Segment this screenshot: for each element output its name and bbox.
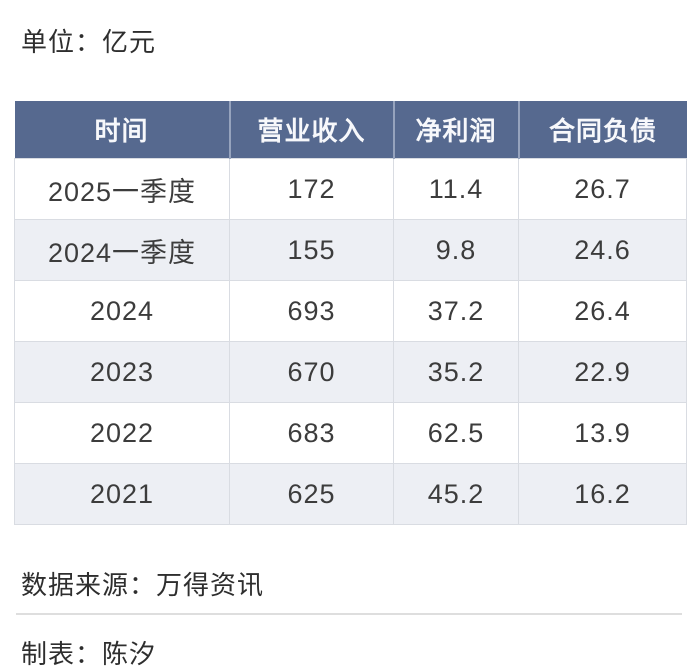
cell-contract-liabilities: 26.4 [518, 280, 687, 342]
cell-contract-liabilities: 13.9 [518, 402, 687, 464]
cell-revenue: 693 [229, 280, 394, 342]
cell-contract-liabilities: 16.2 [518, 463, 687, 525]
cell-net-profit: 9.8 [393, 219, 519, 281]
col-header-net-profit: 净利润 [393, 101, 520, 159]
financial-table: 时间 营业收入 净利润 合同负债 2025一季度 172 11.4 26.7 2… [14, 101, 687, 525]
cell-time: 2021 [14, 463, 230, 525]
cell-revenue: 670 [229, 341, 394, 403]
cell-revenue: 155 [229, 219, 394, 281]
unit-label: 单位：亿元 [21, 27, 157, 57]
table-row: 2022 683 62.5 13.9 [14, 402, 687, 464]
divider-line [16, 613, 682, 615]
table-row: 2021 625 45.2 16.2 [14, 463, 687, 525]
cell-time: 2024 [14, 280, 230, 342]
header-row: 时间 营业收入 净利润 合同负债 [14, 101, 687, 159]
col-header-contract-liabilities: 合同负债 [518, 101, 687, 159]
cell-net-profit: 45.2 [393, 463, 519, 525]
author-label: 制表：陈汐 [21, 639, 157, 668]
cell-net-profit: 62.5 [393, 402, 519, 464]
data-source-label: 数据来源：万得资讯 [21, 570, 265, 600]
cell-contract-liabilities: 26.7 [518, 158, 687, 220]
cell-revenue: 683 [229, 402, 394, 464]
cell-net-profit: 35.2 [393, 341, 519, 403]
table-row: 2024 693 37.2 26.4 [14, 280, 687, 342]
cell-time: 2024一季度 [14, 219, 230, 281]
cell-net-profit: 37.2 [393, 280, 519, 342]
table-row: 2023 670 35.2 22.9 [14, 341, 687, 403]
cell-revenue: 172 [229, 158, 394, 220]
table-row: 2024一季度 155 9.8 24.6 [14, 219, 687, 281]
cell-time: 2025一季度 [14, 158, 230, 220]
cell-time: 2022 [14, 402, 230, 464]
col-header-revenue: 营业收入 [229, 101, 395, 159]
cell-contract-liabilities: 22.9 [518, 341, 687, 403]
col-header-time: 时间 [14, 101, 231, 159]
cell-contract-liabilities: 24.6 [518, 219, 687, 281]
cell-time: 2023 [14, 341, 230, 403]
cell-revenue: 625 [229, 463, 394, 525]
cell-net-profit: 11.4 [393, 158, 519, 220]
table-row: 2025一季度 172 11.4 26.7 [14, 158, 687, 220]
